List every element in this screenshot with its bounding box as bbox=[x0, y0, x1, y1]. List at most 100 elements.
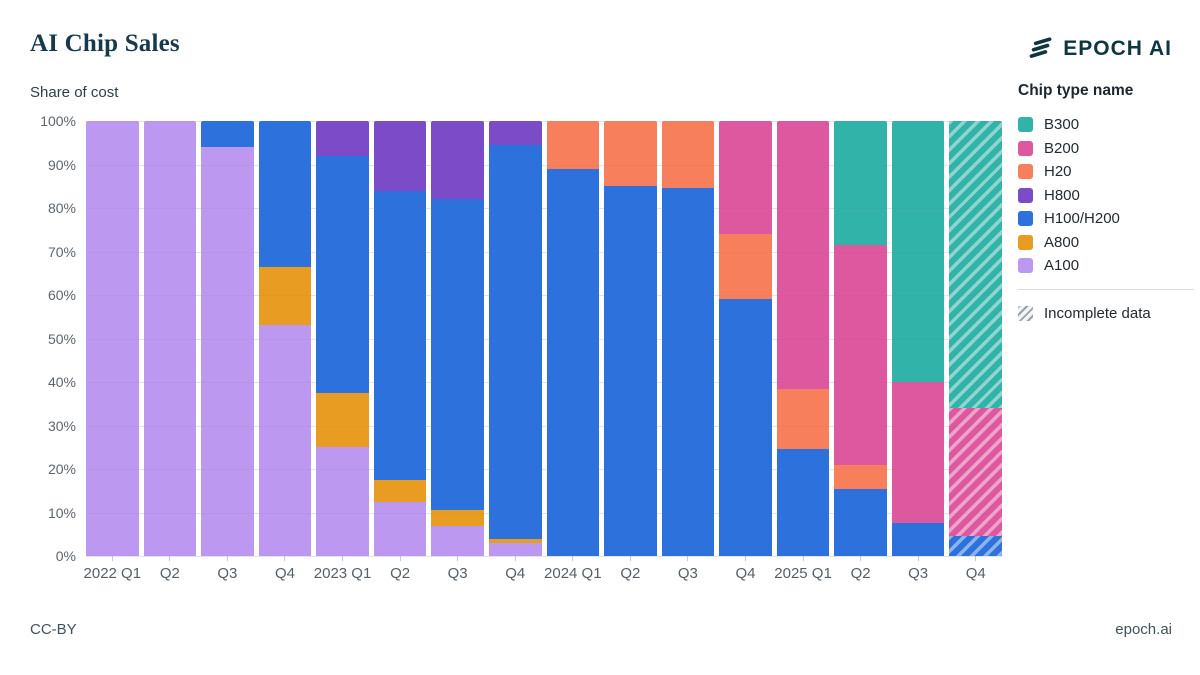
segment-a100 bbox=[143, 121, 197, 556]
legend-label: A100 bbox=[1044, 257, 1080, 275]
x-tick-q4-7: Q4 bbox=[489, 556, 542, 582]
tick-mark bbox=[975, 556, 977, 561]
bar-q2-13 bbox=[834, 121, 887, 556]
y-tick-30: 30% bbox=[47, 417, 76, 434]
y-tick-100: 100% bbox=[40, 113, 76, 129]
bar-q2-5 bbox=[373, 121, 427, 556]
incomplete-data-swatch-icon bbox=[1018, 305, 1033, 321]
y-tick-0: 0% bbox=[55, 548, 76, 564]
segment-h20 bbox=[719, 234, 772, 300]
legend-divider bbox=[1018, 288, 1194, 290]
segment-h800 bbox=[373, 121, 427, 191]
legend-item-a100: A100 bbox=[1018, 254, 1194, 278]
tick-mark bbox=[342, 556, 344, 561]
x-tick-label: Q2 bbox=[390, 565, 411, 582]
segment-b200 bbox=[776, 121, 830, 389]
segment-a800 bbox=[316, 392, 369, 448]
bar-2022-q1-0 bbox=[86, 121, 139, 556]
tick-mark bbox=[572, 556, 574, 561]
x-tick-label: Q3 bbox=[217, 565, 238, 582]
segment-h100-h200 bbox=[431, 199, 484, 511]
segment-h100-h200 bbox=[661, 188, 715, 556]
legend-item-h100-h200: H100/H200 bbox=[1018, 207, 1194, 231]
segment-h100-h200 bbox=[546, 168, 600, 556]
x-tick-2023-q1-4: 2023 Q1 bbox=[314, 556, 371, 582]
legend-incomplete-label: Incomplete data bbox=[1044, 304, 1151, 322]
legend-item-incomplete: Incomplete data bbox=[1018, 302, 1194, 326]
x-tick-q4-15: Q4 bbox=[949, 556, 1002, 582]
y-tick-60: 60% bbox=[47, 287, 76, 303]
segment-b200 bbox=[891, 382, 945, 524]
y-tick-70: 70% bbox=[47, 243, 76, 260]
segment-h20 bbox=[546, 121, 600, 169]
y-tick-20: 20% bbox=[47, 461, 76, 477]
page-title: AI Chip Sales bbox=[30, 30, 180, 57]
segment-h100-h200 bbox=[949, 536, 1002, 556]
brand-logo: EPOCH AI bbox=[1027, 35, 1172, 62]
segment-a100 bbox=[316, 447, 369, 556]
tick-mark bbox=[284, 556, 286, 561]
segment-a100 bbox=[258, 325, 312, 556]
legend-item-h20: H20 bbox=[1018, 160, 1194, 184]
legend-label: B300 bbox=[1044, 116, 1080, 134]
segment-h800 bbox=[316, 121, 369, 156]
segment-a100 bbox=[373, 501, 427, 556]
segment-h100-h200 bbox=[488, 144, 542, 539]
x-tick-label: Q4 bbox=[505, 565, 526, 582]
y-tick-80: 80% bbox=[47, 200, 76, 216]
segment-h100-h200 bbox=[604, 186, 657, 556]
brand-name: EPOCH AI bbox=[1063, 36, 1172, 60]
legend-items: B300 B200 H20 H800 H100/H200 A800 A100 bbox=[1018, 113, 1194, 278]
tick-mark bbox=[226, 556, 228, 561]
y-axis-labels: 0% 10% 20% 30% 40% 50% 60% 70% 80% 90% 100% bbox=[0, 113, 76, 564]
bar-q4-11 bbox=[719, 121, 772, 556]
bar-q2-1 bbox=[143, 121, 197, 556]
segment-h100-h200 bbox=[891, 523, 945, 556]
x-tick-q4-11: Q4 bbox=[719, 556, 772, 582]
x-tick-label: Q3 bbox=[908, 565, 929, 582]
x-tick-label: Q2 bbox=[620, 565, 641, 582]
segment-a800 bbox=[431, 510, 484, 526]
segment-h20 bbox=[604, 121, 657, 187]
x-tick-label: Q2 bbox=[159, 565, 180, 582]
x-tick-label: 2022 Q1 bbox=[83, 565, 142, 582]
tick-mark bbox=[457, 556, 459, 561]
legend-title: Chip type name bbox=[1018, 82, 1134, 99]
site-link[interactable]: epoch.ai bbox=[1115, 621, 1172, 638]
segment-b300 bbox=[949, 121, 1002, 409]
segment-h100-h200 bbox=[776, 449, 830, 556]
chart-subtitle: Share of cost bbox=[30, 84, 119, 101]
legend-swatch-b200 bbox=[1018, 140, 1033, 156]
tick-mark bbox=[514, 556, 516, 561]
bar-q3-6 bbox=[431, 121, 484, 556]
tick-mark bbox=[744, 556, 746, 561]
segment-b300 bbox=[891, 121, 945, 382]
segment-h20 bbox=[776, 388, 830, 450]
x-tick-label: Q4 bbox=[274, 565, 295, 582]
x-tick-q3-6: Q3 bbox=[431, 556, 484, 582]
tick-mark bbox=[169, 556, 171, 561]
y-tick-90: 90% bbox=[47, 156, 76, 173]
x-tick-q3-14: Q3 bbox=[892, 556, 945, 582]
segment-a100 bbox=[201, 147, 254, 556]
chart-legend: Chip type name B300 B200 H20 H800 H100/H200 A… bbox=[1018, 82, 1194, 325]
x-tick-q3-2: Q3 bbox=[201, 556, 254, 582]
legend-item-a800: A800 bbox=[1018, 231, 1194, 255]
bar-q4-3 bbox=[258, 121, 312, 556]
legend-swatch-b300 bbox=[1018, 117, 1033, 133]
tick-mark bbox=[860, 556, 862, 561]
bar-q3-10 bbox=[661, 121, 715, 556]
x-tick-2024-q1-8: 2024 Q1 bbox=[544, 556, 602, 582]
segment-h100-h200 bbox=[373, 190, 427, 480]
bar-q4-7 bbox=[488, 121, 542, 556]
tick-mark bbox=[629, 556, 631, 561]
tick-mark bbox=[399, 556, 401, 561]
x-tick-label: 2024 Q1 bbox=[544, 565, 602, 582]
segment-h800 bbox=[488, 121, 542, 145]
legend-item-b300: B300 bbox=[1018, 113, 1194, 137]
legend-item-b200: B200 bbox=[1018, 137, 1194, 161]
segment-h100-h200 bbox=[201, 121, 254, 148]
segment-b300 bbox=[834, 121, 887, 245]
x-tick-q2-13: Q2 bbox=[834, 556, 887, 582]
segment-b200 bbox=[719, 121, 772, 235]
